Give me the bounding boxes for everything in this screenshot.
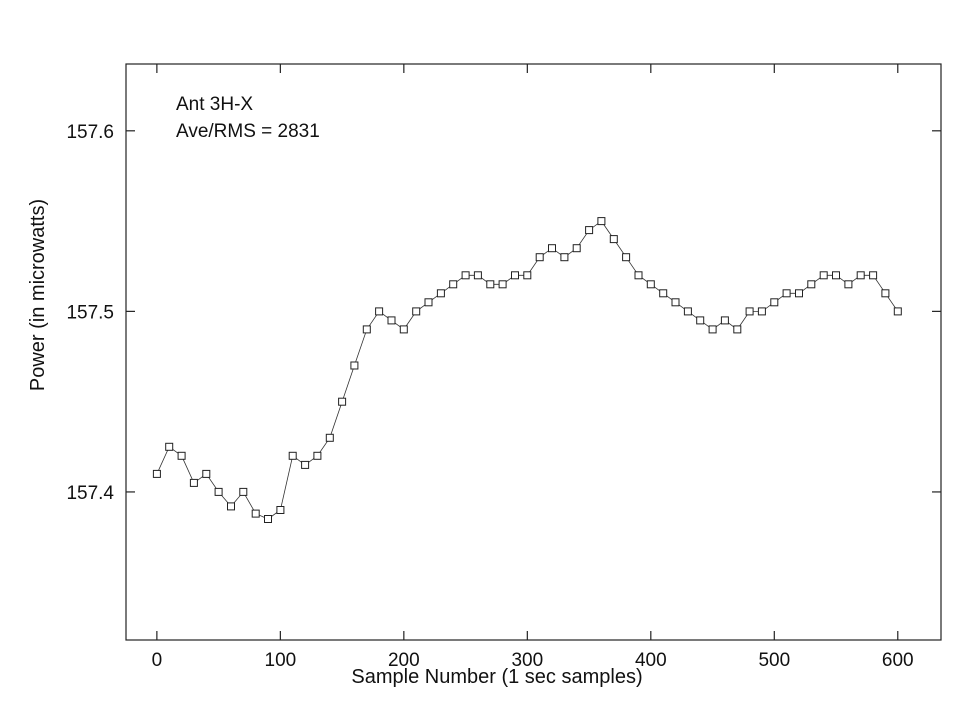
data-point-41 [659,289,668,298]
data-point-51 [782,289,791,298]
data-point-1 [165,442,174,451]
data-point-31 [535,253,544,262]
data-point-17 [362,325,371,334]
data-point-4 [202,469,211,478]
data-point-24 [449,280,458,289]
data-point-23 [436,289,445,298]
data-point-48 [745,307,754,316]
data-point-10 [276,506,285,514]
data-point-5 [214,487,223,496]
x-tick-label-3: 300 [511,650,543,671]
data-point-21 [412,307,421,316]
data-point-34 [572,244,581,253]
data-point-60 [893,307,902,316]
data-point-18 [375,307,384,316]
y-axis-title: Power (in microwatts) [27,199,49,391]
data-point-46 [720,316,729,325]
data-point-15 [338,397,347,406]
data-point-9 [264,515,272,523]
y-tick-label-1: 157.5 [66,302,114,323]
data-point-25 [461,271,470,280]
data-series [152,217,902,523]
data-point-58 [869,271,878,280]
data-point-39 [634,271,643,280]
x-tick-label-4: 400 [635,650,667,671]
data-point-7 [239,487,248,496]
data-point-30 [523,271,532,280]
data-point-22 [424,298,433,307]
annotation-ave-rms: Ave/RMS = 2831 [176,121,320,142]
data-point-57 [856,271,865,280]
data-point-38 [622,253,631,262]
data-point-40 [646,280,655,289]
data-point-3 [189,478,198,487]
data-point-37 [609,235,618,244]
data-point-27 [486,280,495,289]
data-point-0 [152,469,161,478]
annotation-antenna: Ant 3H-X [176,94,253,115]
data-point-26 [473,271,482,280]
data-point-13 [313,451,322,460]
data-point-29 [511,271,519,280]
data-point-47 [733,325,742,334]
x-tick-label-5: 500 [758,650,790,671]
data-point-20 [399,325,408,334]
x-tick-label-6: 600 [882,650,914,671]
data-point-49 [757,307,766,316]
data-point-8 [251,509,260,518]
data-point-45 [708,325,717,334]
data-point-6 [227,502,235,511]
x-tick-label-2: 200 [388,650,420,671]
data-point-56 [844,280,853,289]
data-point-19 [387,316,396,325]
x-axis-title: Sample Number (1 sec samples) [351,666,642,688]
data-point-59 [881,289,890,298]
series-line-0 [156,220,899,520]
data-point-12 [301,460,310,469]
data-point-44 [696,316,705,325]
data-point-53 [807,280,816,289]
data-point-14 [325,433,334,442]
data-point-36 [597,217,606,226]
data-point-43 [683,307,692,316]
data-point-16 [350,361,359,370]
x-tick-label-1: 100 [265,650,297,671]
plot-frame [125,63,942,641]
axis-ticks: 0 100 200 300 400 500 600 157.4 157.5 157.6 [66,64,941,671]
data-point-11 [288,451,297,460]
data-point-52 [795,289,803,298]
data-point-28 [498,280,507,289]
y-tick-label-0: 157.4 [66,483,114,504]
y-tick-label-2: 157.6 [66,122,114,143]
x-tick-label-0: 0 [152,650,163,671]
data-point-2 [177,451,186,460]
data-point-32 [548,244,556,253]
data-point-42 [671,298,680,307]
data-point-50 [770,298,779,307]
data-point-54 [819,271,828,280]
data-point-33 [560,253,569,262]
data-point-35 [585,226,594,235]
data-point-55 [832,271,840,280]
